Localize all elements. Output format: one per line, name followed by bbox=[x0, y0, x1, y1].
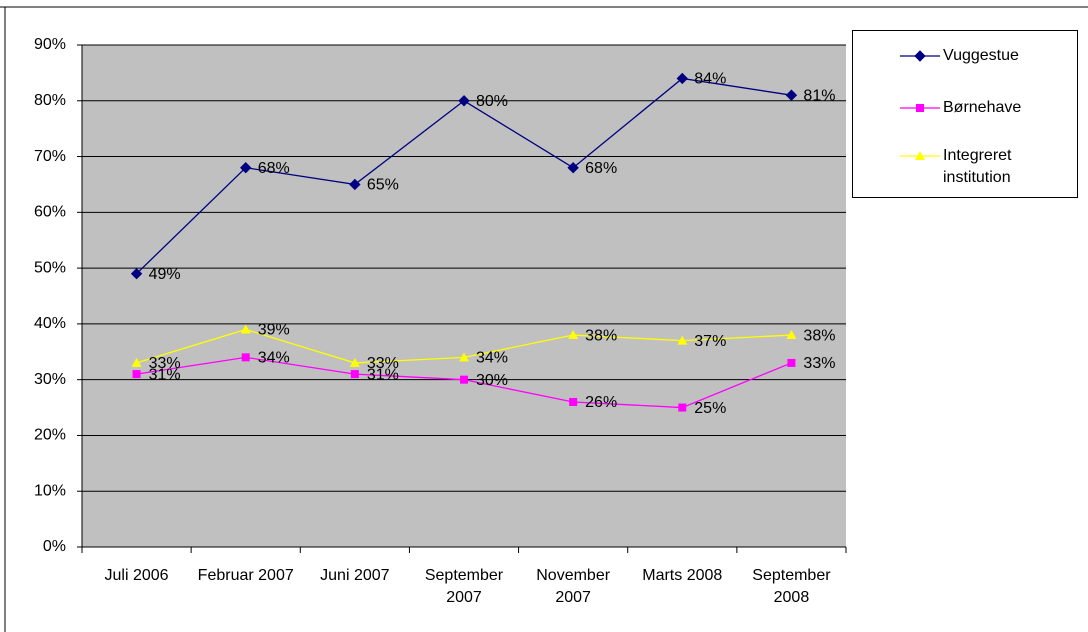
marker bbox=[676, 72, 688, 85]
data-label: 38% bbox=[585, 327, 617, 344]
marker bbox=[240, 324, 251, 334]
x-tick-label: Marts 2008 bbox=[642, 567, 723, 584]
marker bbox=[132, 370, 141, 379]
legend-label: Vuggestue bbox=[943, 47, 1019, 64]
marker bbox=[130, 267, 143, 280]
plot-area bbox=[82, 45, 846, 547]
data-label: 49% bbox=[149, 266, 181, 283]
marker bbox=[460, 375, 468, 384]
x-tick-label: Juni 2007 bbox=[320, 567, 390, 584]
y-tick-label: 50% bbox=[34, 259, 66, 276]
y-tick-label: 90% bbox=[34, 36, 66, 53]
y-tick-label: 40% bbox=[34, 315, 66, 332]
data-label: 68% bbox=[585, 160, 617, 177]
marker bbox=[915, 151, 925, 160]
marker bbox=[785, 89, 798, 101]
marker bbox=[458, 95, 470, 107]
legend-label: Børnehave bbox=[943, 99, 1022, 116]
data-label: 34% bbox=[258, 350, 290, 367]
marker bbox=[350, 370, 359, 379]
x-tick-label: Februar 2007 bbox=[197, 567, 294, 584]
data-label: 39% bbox=[258, 322, 290, 339]
y-tick-label: 20% bbox=[34, 427, 66, 444]
y-tick-label: 0% bbox=[43, 538, 66, 555]
legend-label: Integreret institution bbox=[943, 147, 1012, 186]
y-tick-label: 10% bbox=[34, 482, 66, 499]
x-tick-label: September 2007 bbox=[424, 567, 504, 606]
y-tick-label: 60% bbox=[34, 204, 66, 221]
marker bbox=[677, 335, 688, 345]
data-label: 34% bbox=[476, 350, 508, 367]
marker bbox=[678, 403, 687, 412]
data-label: 84% bbox=[694, 71, 726, 88]
marker bbox=[349, 178, 361, 191]
data-label: 80% bbox=[476, 93, 508, 110]
marker bbox=[569, 397, 578, 406]
x-tick-label: November 2007 bbox=[536, 567, 611, 606]
marker bbox=[914, 50, 926, 62]
data-label: 33% bbox=[803, 355, 835, 372]
marker bbox=[349, 357, 360, 367]
x-tick-label: Juli 2006 bbox=[104, 567, 169, 584]
marker bbox=[786, 330, 797, 340]
marker bbox=[241, 353, 250, 362]
marker bbox=[459, 352, 469, 362]
data-label: 68% bbox=[258, 160, 290, 177]
data-label: 31% bbox=[367, 366, 399, 383]
data-label: 30% bbox=[476, 372, 508, 389]
y-tick-label: 70% bbox=[34, 148, 66, 165]
marker bbox=[568, 330, 579, 340]
legend-box bbox=[852, 30, 1078, 198]
data-label: 31% bbox=[149, 366, 181, 383]
data-label: 38% bbox=[803, 327, 835, 344]
x-tick-label: September 2008 bbox=[752, 567, 831, 606]
marker bbox=[567, 162, 579, 174]
data-label: 33% bbox=[367, 355, 399, 372]
marker bbox=[916, 104, 924, 112]
y-tick-label: 30% bbox=[34, 371, 66, 388]
data-label: 26% bbox=[585, 394, 617, 411]
data-label: 65% bbox=[367, 177, 399, 194]
data-label: 81% bbox=[803, 87, 835, 104]
marker bbox=[240, 162, 252, 174]
data-label: 37% bbox=[694, 333, 726, 350]
data-label: 33% bbox=[149, 355, 181, 372]
marker bbox=[787, 358, 796, 367]
y-tick-label: 80% bbox=[34, 92, 66, 109]
marker bbox=[131, 357, 142, 367]
data-label: 25% bbox=[694, 400, 726, 417]
